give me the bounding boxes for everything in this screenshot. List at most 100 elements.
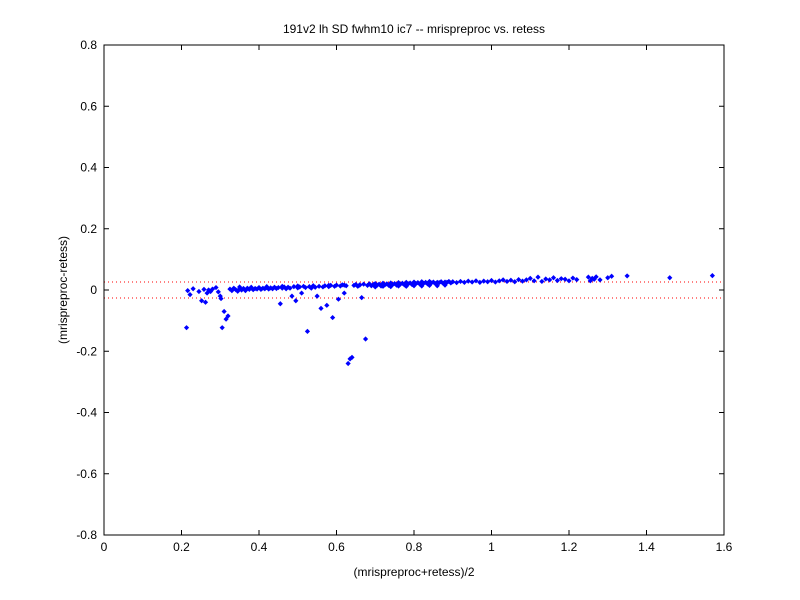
y-tick-label: 0 xyxy=(90,283,97,297)
x-tick-label: 1 xyxy=(488,540,495,554)
data-point xyxy=(275,284,281,291)
data-point xyxy=(310,283,316,289)
data-point xyxy=(295,283,301,289)
data-point xyxy=(341,290,347,296)
data-point xyxy=(361,281,367,287)
data-point xyxy=(291,284,297,290)
y-tick-label: -0.8 xyxy=(76,528,97,542)
data-point xyxy=(316,283,322,289)
x-tick-label: 0.8 xyxy=(406,540,423,554)
data-point xyxy=(411,283,417,289)
data-point xyxy=(279,283,285,289)
y-tick-label: -0.6 xyxy=(76,467,97,481)
data-point xyxy=(531,278,537,284)
chart-title: 191v2 lh SD fwhm10 ic7 -- mrispreproc vs… xyxy=(283,22,545,36)
data-point xyxy=(519,278,526,284)
data-point xyxy=(218,295,224,302)
data-point xyxy=(277,301,283,307)
data-point xyxy=(585,274,591,280)
y-tick-label: -0.4 xyxy=(76,406,97,420)
x-tick-label: 1.6 xyxy=(716,540,733,554)
data-point xyxy=(554,277,560,284)
data-point xyxy=(357,282,363,288)
data-point xyxy=(403,283,409,289)
data-point xyxy=(457,278,464,285)
data-point xyxy=(235,288,241,294)
data-point xyxy=(190,286,196,292)
data-point xyxy=(388,284,394,290)
data-point xyxy=(543,276,549,282)
data-point xyxy=(264,284,270,290)
data-point xyxy=(570,275,576,281)
data-point xyxy=(335,296,342,302)
data-point xyxy=(225,313,231,319)
data-point xyxy=(333,282,340,288)
data-point xyxy=(231,285,237,291)
x-axis-label: (mrispreproc+retess)/2 xyxy=(353,565,474,579)
data-point xyxy=(250,287,256,293)
x-tick-label: 0 xyxy=(101,540,108,554)
y-tick-label: 0.8 xyxy=(80,38,97,52)
data-point xyxy=(454,280,460,286)
data-point xyxy=(322,283,328,289)
data-point xyxy=(516,276,522,283)
x-tick-label: 1.4 xyxy=(638,540,655,554)
data-point xyxy=(201,286,207,292)
y-tick-label: 0.4 xyxy=(80,161,97,175)
data-point xyxy=(215,289,221,295)
x-tick-label: 0.6 xyxy=(328,540,345,554)
data-point xyxy=(488,277,495,284)
data-point xyxy=(523,277,529,283)
data-point xyxy=(185,288,191,294)
data-point xyxy=(500,277,506,283)
data-point xyxy=(504,278,510,285)
data-point xyxy=(324,302,330,308)
data-point xyxy=(485,279,491,285)
data-point xyxy=(380,283,386,289)
data-point xyxy=(199,298,205,304)
data-point xyxy=(469,279,475,285)
data-point xyxy=(227,286,233,292)
data-point xyxy=(196,288,202,295)
data-point xyxy=(349,354,355,360)
data-point xyxy=(558,276,564,282)
data-point xyxy=(593,274,599,280)
data-point xyxy=(473,278,479,284)
data-point xyxy=(496,278,502,284)
data-point xyxy=(289,293,295,299)
data-point xyxy=(539,278,545,285)
data-point xyxy=(709,273,715,279)
data-point xyxy=(624,273,630,279)
data-point xyxy=(508,277,514,283)
data-point xyxy=(562,276,568,282)
data-point xyxy=(609,273,615,279)
data-point xyxy=(359,295,365,301)
data-point xyxy=(287,285,293,291)
data-point xyxy=(481,278,487,284)
y-tick-label: -0.2 xyxy=(76,344,97,358)
data-point xyxy=(233,287,239,293)
data-point xyxy=(527,275,533,281)
y-axis-label: (mrispreproc-retess) xyxy=(56,236,70,344)
data-point xyxy=(535,274,541,280)
x-tick-label: 1.2 xyxy=(561,540,578,554)
data-point xyxy=(395,283,402,289)
data-point xyxy=(434,283,440,289)
data-point xyxy=(442,282,448,288)
data-point xyxy=(246,286,252,292)
data-point xyxy=(550,275,557,281)
y-tick-label: 0.6 xyxy=(80,99,97,113)
x-tick-label: 0.2 xyxy=(173,540,190,554)
data-point xyxy=(597,277,603,283)
data-point xyxy=(326,282,332,289)
data-point xyxy=(304,328,311,334)
y-tick-label: 0.2 xyxy=(80,222,97,236)
data-point xyxy=(566,278,572,284)
x-tick-label: 0.4 xyxy=(251,540,268,554)
data-point xyxy=(293,298,299,304)
data-point xyxy=(237,284,243,290)
data-point xyxy=(244,285,250,291)
data-point xyxy=(477,279,483,285)
